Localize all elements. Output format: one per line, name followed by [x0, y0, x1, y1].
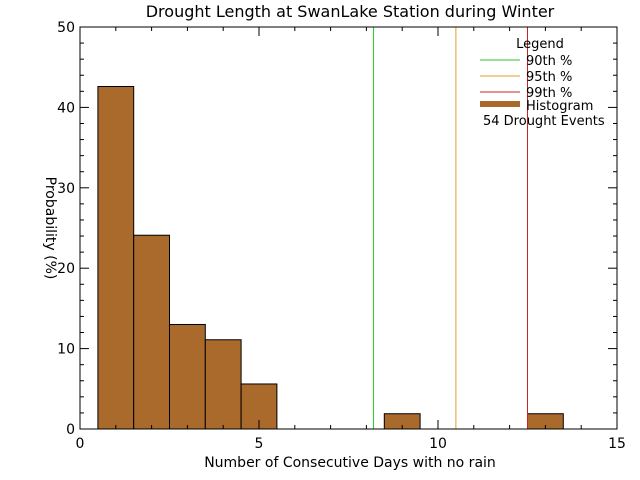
- x-axis-ticks: 0 5 10 15: [76, 27, 626, 452]
- y-tick-label: 50: [57, 20, 75, 36]
- legend-drought-events: 54 Drought Events: [483, 114, 605, 129]
- legend: Legend 90th % 95th % 99th % Histogram 54…: [480, 37, 605, 129]
- histogram-bar-1: [97, 85, 135, 430]
- legend-label-99th: 99th %: [526, 86, 572, 101]
- y-tick-label: 30: [57, 181, 75, 197]
- legend-label-histogram: Histogram: [526, 99, 593, 114]
- x-tick-label: 0: [76, 436, 85, 452]
- x-axis-label: Number of Consecutive Days with no rain: [204, 455, 496, 471]
- y-tick-label: 10: [57, 342, 75, 358]
- histogram-bars: [97, 85, 564, 430]
- y-axis-ticks: 0 10 20 30 40 50: [57, 20, 617, 438]
- x-tick-label: 5: [255, 436, 264, 452]
- y-tick-label: 40: [57, 100, 75, 116]
- legend-title: Legend: [516, 37, 564, 52]
- x-tick-label: 15: [608, 436, 626, 452]
- histogram-bar-2: [133, 234, 170, 430]
- plot-frame: [79, 26, 618, 430]
- legend-swatch-histogram: [480, 101, 520, 107]
- histogram-bar-3: [169, 323, 206, 430]
- y-tick-label: 0: [66, 422, 75, 438]
- legend-label-90th: 90th %: [526, 54, 572, 69]
- x-tick-label: 10: [429, 436, 447, 452]
- legend-label-95th: 95th %: [526, 70, 572, 85]
- chart-title: Drought Length at SwanLake Station durin…: [146, 2, 555, 21]
- y-tick-label: 20: [57, 261, 75, 277]
- histogram-bar-4: [204, 339, 242, 430]
- y-axis-label: Probability (%): [42, 177, 58, 280]
- percentile-lines: [373, 27, 528, 429]
